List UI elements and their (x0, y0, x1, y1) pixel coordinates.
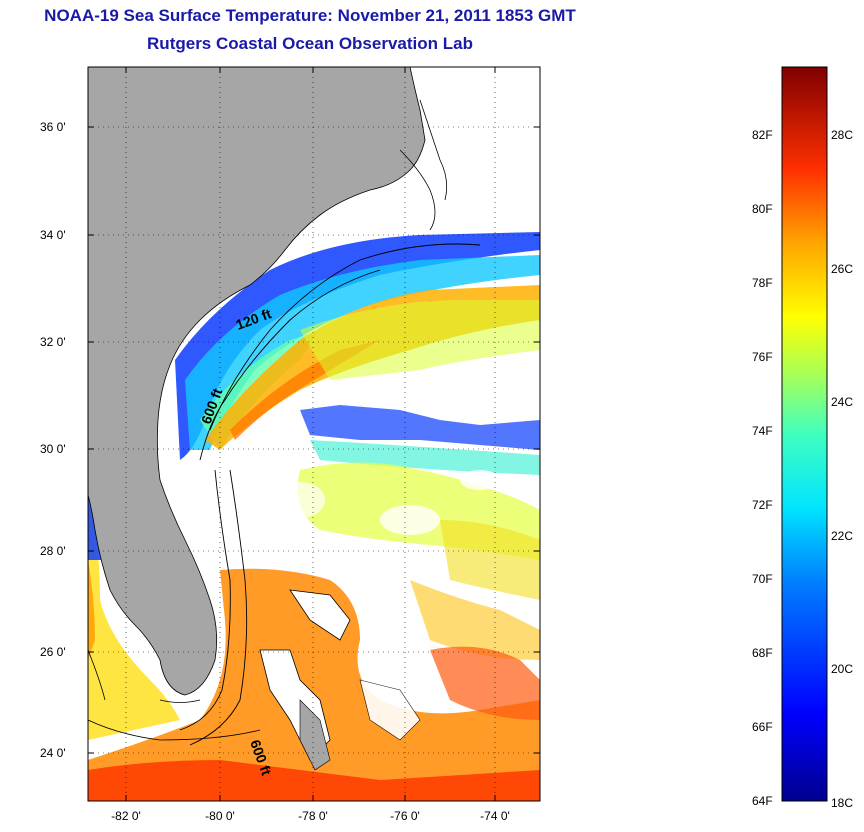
colorbar-f-68: 68F (752, 646, 773, 660)
lat-label-34: 34 0' (40, 228, 66, 242)
map-subtitle: Rutgers Coastal Ocean Observation Lab (147, 34, 473, 53)
colorbar-f-76: 76F (752, 350, 773, 364)
colorbar-f-70: 70F (752, 572, 773, 586)
colorbar-c-22: 22C (831, 529, 854, 543)
sst-field: 120 ft 600 ft 600 ft (88, 67, 540, 801)
colorbar-f-66: 66F (752, 720, 773, 734)
colorbar (781, 66, 828, 802)
lat-label-26: 26 0' (40, 645, 66, 659)
lat-label-30: 30 0' (40, 442, 66, 456)
colorbar-c-24: 24C (831, 395, 854, 409)
lat-label-32: 32 0' (40, 335, 66, 349)
lat-label-24: 24 0' (40, 746, 66, 760)
colorbar-f-78: 78F (752, 276, 773, 290)
lon-label-80: -80 0' (205, 809, 235, 823)
colorbar-c-26: 26C (831, 262, 854, 276)
map-title: NOAA-19 Sea Surface Temperature: Novembe… (44, 6, 576, 25)
lat-label-28: 28 0' (40, 544, 66, 558)
colorbar-f-64: 64F (752, 794, 773, 808)
colorbar-f-80: 80F (752, 202, 773, 216)
colorbar-c-20: 20C (831, 662, 854, 676)
colorbar-c-18: 18C (831, 796, 854, 810)
lon-label-74: -74 0' (480, 809, 510, 823)
axis-ticks (88, 67, 540, 801)
lat-label-36: 36 0' (40, 120, 66, 134)
colorbar-f-74: 74F (752, 424, 773, 438)
colorbar-f-82: 82F (752, 128, 773, 142)
colorbar-c-28: 28C (831, 128, 854, 142)
plot-frame (87, 66, 541, 802)
lon-label-82: -82 0' (111, 809, 141, 823)
lon-label-76: -76 0' (390, 809, 420, 823)
colorbar-f-72: 72F (752, 498, 773, 512)
lon-label-78: -78 0' (298, 809, 328, 823)
